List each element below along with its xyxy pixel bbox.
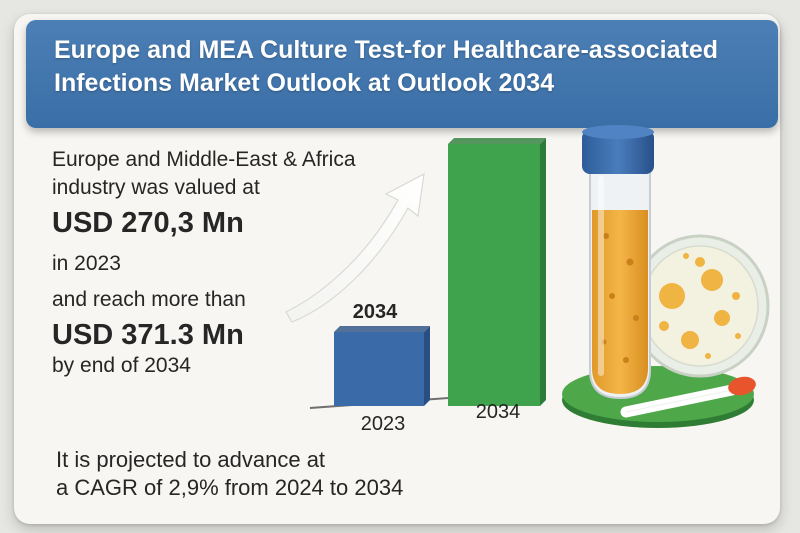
bar-top-2034 (448, 138, 546, 144)
test-tube-icon (582, 125, 654, 400)
value-2023: USD 270,3 Mn (52, 207, 244, 239)
end-2034-text: by end of 2034 (52, 354, 191, 377)
year-2023-text: in 2023 (52, 252, 121, 275)
bar-side-2034 (540, 138, 546, 406)
value-2034: USD 371.3 Mn (52, 319, 244, 351)
bar-side-2023 (424, 326, 430, 406)
intro-line-2: industry was valued at (52, 176, 260, 199)
bar-top-2023 (334, 326, 430, 332)
title-banner: Europe and MEA Culture Test-for Healthca… (26, 20, 778, 128)
bar-data-label-2023: 2034 (353, 301, 398, 323)
title-line-1: Europe and MEA Culture Test-for Healthca… (54, 36, 719, 64)
bar-2023 (334, 332, 424, 406)
cagr-line-2: a CAGR of 2,9% from 2024 to 2034 (56, 475, 404, 500)
x-tick-label-2023: 2023 (361, 413, 406, 435)
bar-2034 (448, 144, 540, 406)
x-tick-label-2034: 2034 (476, 401, 521, 423)
swab-icon (620, 376, 756, 418)
petri-dish-icon (630, 234, 770, 378)
intro-line-1: Europe and Middle-East & Africa (52, 148, 356, 171)
reach-text: and reach more than (52, 288, 246, 311)
cagr-line-1: It is projected to advance at (56, 447, 326, 472)
title-line-2: Infections Market Outlook at Outlook 203… (54, 69, 555, 97)
growth-arrow-icon (285, 172, 425, 323)
